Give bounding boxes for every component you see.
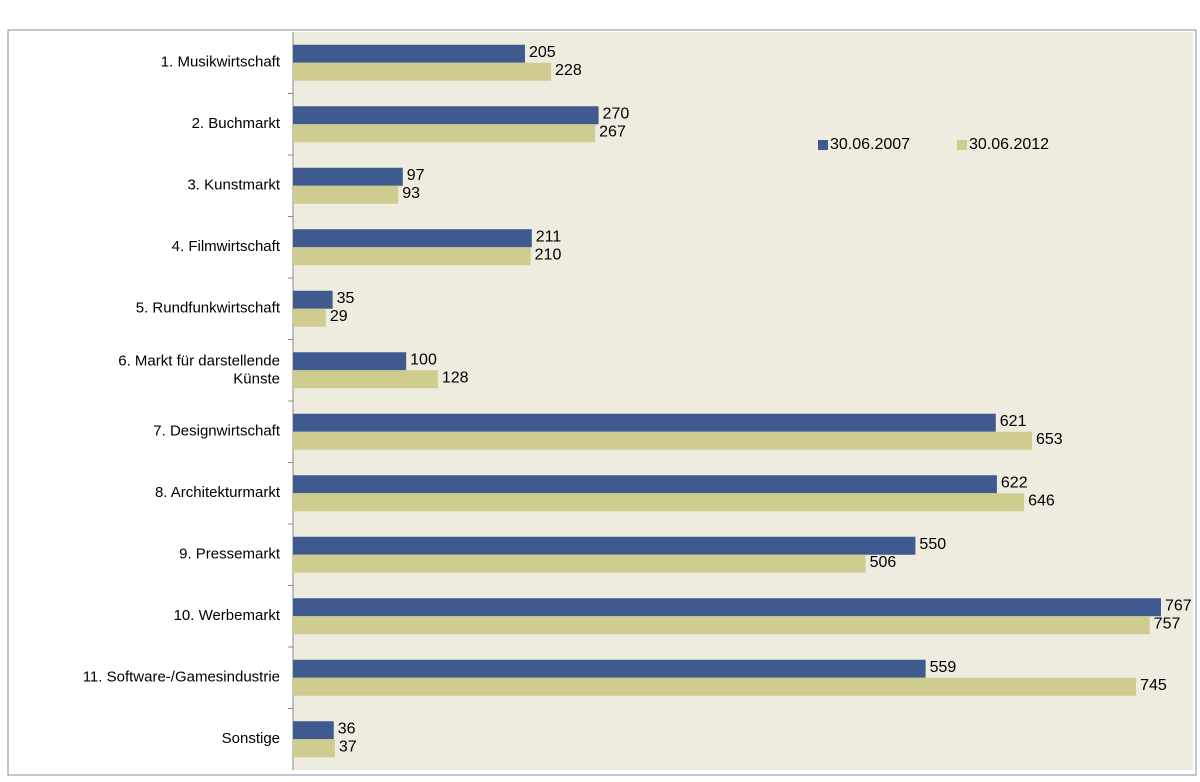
data-label: 205 [529, 44, 556, 61]
bar [293, 229, 532, 248]
data-label: 550 [919, 536, 946, 553]
bar [293, 167, 403, 186]
bar [293, 493, 1025, 512]
data-label: 559 [930, 659, 957, 676]
data-label: 29 [330, 308, 348, 325]
y-tick-label: Sonstige [222, 730, 280, 747]
data-label: 646 [1028, 492, 1055, 509]
y-tick-label: 2. Buchmarkt [192, 115, 281, 132]
bar [293, 431, 1032, 450]
data-label: 210 [535, 246, 562, 263]
y-tick-label: 10. Werbemarkt [174, 607, 281, 624]
plot-area [293, 32, 1193, 770]
bar [293, 185, 399, 204]
y-tick-label: 3. Kunstmarkt [187, 177, 280, 194]
y-tick-label: 5. Rundfunkwirtschaft [136, 300, 281, 317]
bar [293, 44, 525, 63]
data-label: 211 [536, 228, 562, 245]
y-tick-label: 11. Software-/Gamesindustrie [83, 669, 280, 686]
data-label: 228 [555, 62, 582, 79]
legend-label: 30.06.2007 [830, 136, 910, 153]
data-label: 36 [338, 720, 356, 737]
data-label: 100 [410, 351, 437, 368]
bar [293, 536, 916, 555]
y-tick-label: 8. Architekturmarkt [155, 484, 281, 501]
data-label: 270 [603, 105, 630, 122]
bar [293, 721, 334, 740]
bar [293, 308, 326, 327]
y-tick-label: 7. Designwirtschaft [153, 423, 281, 440]
bar [293, 352, 407, 371]
data-label: 97 [407, 167, 425, 184]
data-label: 767 [1165, 597, 1192, 614]
legend-label: 30.06.2012 [969, 136, 1049, 153]
bar [293, 370, 438, 389]
bar [293, 598, 1161, 617]
bar [293, 413, 996, 432]
y-tick-label: 4. Filmwirtschaft [172, 238, 281, 255]
data-label: 37 [339, 738, 357, 755]
bar [293, 247, 531, 266]
data-label: 93 [402, 185, 420, 202]
data-label: 35 [337, 290, 355, 307]
bar [293, 659, 926, 678]
data-label: 745 [1140, 677, 1167, 694]
data-label: 506 [870, 554, 897, 571]
legend-swatch [818, 140, 828, 150]
bar [293, 739, 335, 758]
data-label: 267 [599, 123, 626, 140]
data-label: 622 [1001, 474, 1028, 491]
bar [293, 554, 866, 573]
data-label: 128 [442, 369, 469, 386]
legend-swatch [957, 140, 967, 150]
bar [293, 62, 552, 81]
bar [293, 475, 997, 494]
bar [293, 677, 1137, 696]
bar [293, 290, 333, 309]
y-tick-label: 9. Pressemarkt [179, 546, 281, 563]
bar [293, 124, 596, 143]
data-label: 621 [1000, 413, 1027, 430]
data-label: 653 [1036, 431, 1063, 448]
y-tick-label: 1. Musikwirtschaft [161, 54, 281, 71]
bar [293, 616, 1150, 635]
y-tick-label: 6. Markt für darstellende Künste [118, 352, 280, 387]
data-label: 757 [1154, 615, 1181, 632]
bar [293, 106, 599, 125]
